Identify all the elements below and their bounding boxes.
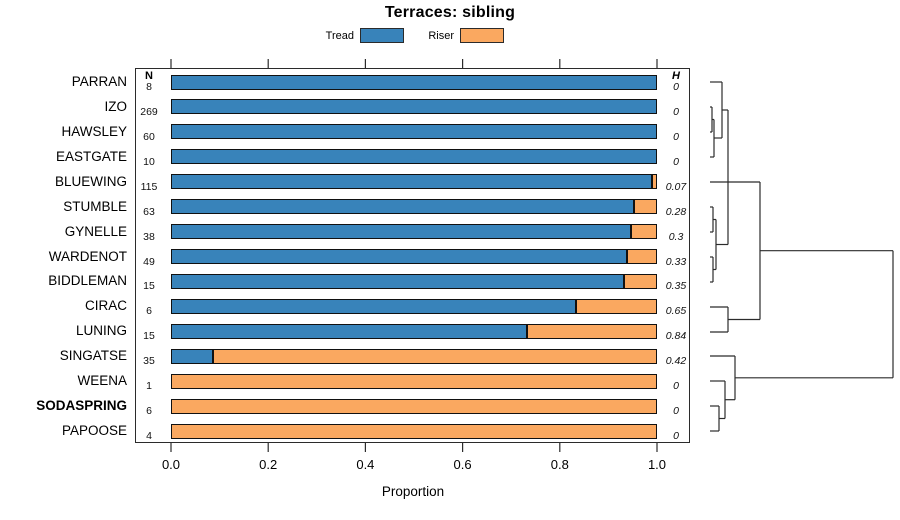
n-count: 8 <box>146 81 152 93</box>
stacked-bar-row <box>171 249 657 264</box>
legend-label-riser: Riser <box>428 30 454 42</box>
x-tick-label: 1.0 <box>647 457 667 472</box>
n-count: 35 <box>143 355 155 368</box>
riser-segment <box>633 199 657 215</box>
row-label: CIRAC <box>84 298 127 314</box>
n-count: 6 <box>146 305 152 318</box>
tread-segment <box>171 199 634 215</box>
n-count: 63 <box>143 205 155 218</box>
legend-swatch-tread-icon <box>360 28 404 43</box>
n-count: 15 <box>143 330 155 343</box>
stacked-bar-row <box>171 174 657 190</box>
n-count: 60 <box>143 130 155 143</box>
stacked-bar-row <box>171 99 657 115</box>
n-count: 1 <box>146 380 152 393</box>
h-value: 0 <box>673 130 679 143</box>
h-value: 0 <box>673 155 679 168</box>
n-count: 115 <box>140 180 158 193</box>
riser-segment <box>171 423 657 439</box>
stacked-bar-row <box>171 323 657 339</box>
h-value: 0 <box>673 405 679 418</box>
stacked-bar-row <box>171 373 657 389</box>
n-count: 10 <box>143 155 155 168</box>
h-value: 0 <box>673 81 679 93</box>
row-label: GYNELLE <box>64 223 127 239</box>
stacked-bar-row <box>171 273 657 289</box>
tread-segment <box>171 149 657 165</box>
x-tick-label: 0.0 <box>161 457 181 472</box>
row-label: PARRAN <box>71 74 127 89</box>
stacked-bar-row <box>171 149 657 165</box>
h-value: 0 <box>673 105 679 118</box>
tread-segment <box>171 323 528 339</box>
riser-segment <box>624 273 657 289</box>
legend-label-tread: Tread <box>325 30 354 42</box>
n-column-header: N <box>145 70 153 82</box>
x-tick-label: 0.6 <box>453 457 472 472</box>
riser-segment <box>652 174 657 190</box>
tread-segment <box>171 124 657 140</box>
stacked-bar-row <box>171 423 657 439</box>
n-count: 4 <box>146 430 152 443</box>
row-label: SINGATSE <box>59 348 127 364</box>
h-value: 0.3 <box>668 230 684 243</box>
row-label: WARDENOT <box>48 248 127 264</box>
n-count: 38 <box>143 230 155 243</box>
h-value: 0.33 <box>665 255 687 268</box>
h-value: 0.07 <box>665 180 687 193</box>
stacked-bar-row <box>171 298 657 314</box>
tread-segment <box>171 249 628 264</box>
stacked-bar-row <box>171 224 657 240</box>
riser-segment <box>171 373 657 389</box>
row-label: BIDDLEMAN <box>48 273 127 289</box>
row-label: BLUEWING <box>54 173 127 189</box>
riser-segment <box>212 348 657 364</box>
riser-segment <box>627 249 657 264</box>
x-tick-label: 0.2 <box>259 457 278 472</box>
tread-segment <box>171 298 576 314</box>
x-axis-title: Proportion <box>381 484 445 499</box>
tread-segment <box>171 74 657 90</box>
stacked-bar-row <box>171 348 657 364</box>
row-label: LUNING <box>75 323 127 339</box>
n-count: 49 <box>143 255 155 268</box>
x-tick-label: 0.8 <box>550 457 569 472</box>
h-value: 0 <box>673 380 679 393</box>
riser-segment <box>631 224 657 240</box>
tread-segment <box>171 348 213 364</box>
stacked-bar-row <box>171 398 657 414</box>
legend-swatch-riser-icon <box>460 28 504 43</box>
h-value: 0.65 <box>665 305 687 318</box>
riser-segment <box>527 323 657 339</box>
row-label: HAWSLEY <box>61 123 127 139</box>
row-label: IZO <box>104 98 128 114</box>
n-count: 6 <box>146 405 152 418</box>
plot-frame <box>135 68 690 443</box>
tread-segment <box>171 99 657 115</box>
row-label: EASTGATE <box>55 148 127 164</box>
chart-title: Terraces: sibling <box>384 4 516 21</box>
n-count: 269 <box>140 105 158 118</box>
x-tick-label: 0.4 <box>356 457 375 472</box>
riser-segment <box>575 298 657 314</box>
row-label: PAPOOSE <box>61 423 127 439</box>
h-value: 0 <box>673 430 679 443</box>
h-value: 0.84 <box>665 330 687 343</box>
h-column-header: H <box>672 70 680 82</box>
row-label: STUMBLE <box>63 198 127 214</box>
riser-segment <box>171 398 657 414</box>
tread-segment <box>171 174 653 190</box>
h-value: 0.28 <box>665 205 687 218</box>
h-value: 0.35 <box>665 280 687 293</box>
h-value: 0.42 <box>665 355 687 368</box>
tread-segment <box>171 224 632 240</box>
stacked-bar-row <box>171 124 657 140</box>
stacked-bar-row <box>171 199 657 215</box>
row-label: WEENA <box>77 373 127 389</box>
tread-segment <box>171 273 625 289</box>
stacked-bar-row <box>171 74 657 90</box>
n-count: 15 <box>143 280 155 293</box>
row-label: SODASPRING <box>36 398 127 414</box>
